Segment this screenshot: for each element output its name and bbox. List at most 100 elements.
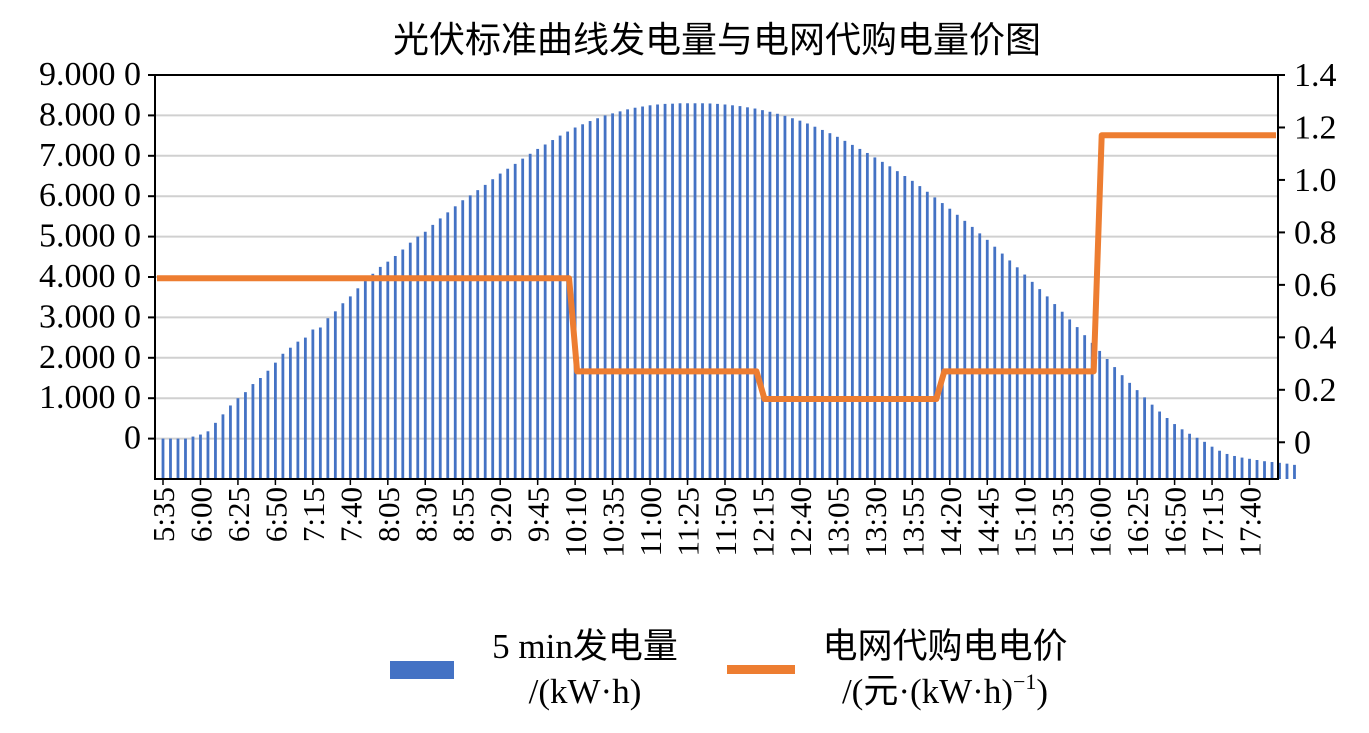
generation-bar	[925, 191, 929, 479]
generation-bar	[1083, 335, 1087, 479]
generation-bar	[798, 120, 802, 480]
generation-bar	[1030, 281, 1034, 479]
generation-bar	[873, 157, 877, 480]
left-tick-label: 8.000 0	[39, 96, 141, 133]
generation-bar	[993, 246, 997, 479]
generation-bar	[1293, 464, 1296, 479]
generation-bar	[686, 103, 689, 479]
generation-bar	[618, 111, 622, 480]
generation-bar	[1233, 455, 1236, 479]
generation-bar	[259, 378, 262, 479]
x-tick-label: 10:10	[558, 487, 593, 558]
price-line-series	[157, 132, 1276, 402]
generation-bar	[236, 398, 240, 479]
generation-bar	[1000, 253, 1004, 479]
generation-bar	[378, 266, 382, 479]
legend-unit-price: /(元·(kW·h)−1)	[842, 669, 1048, 711]
generation-bar	[723, 104, 727, 480]
legend-label-price: 电网代购电电价	[822, 627, 1067, 666]
generation-bar	[843, 140, 847, 479]
generation-bar	[663, 103, 667, 479]
generation-bar	[716, 103, 719, 479]
generation-bar	[821, 129, 824, 479]
generation-bar	[918, 186, 922, 479]
generation-bar	[356, 288, 360, 479]
generation-bar	[1188, 433, 1191, 479]
generation-bar	[813, 126, 817, 480]
generation-bar	[791, 118, 794, 479]
generation-bar	[963, 220, 967, 479]
generation-bar	[543, 144, 547, 480]
generation-bar	[296, 341, 300, 479]
generation-bar	[513, 163, 517, 479]
generation-bar	[491, 179, 495, 480]
x-tick-label: 6:50	[258, 487, 293, 542]
x-tick-label: 13:30	[858, 487, 893, 558]
right-tick-label: 1.0	[1294, 162, 1337, 199]
generation-bar	[1128, 382, 1132, 479]
generation-bar	[648, 105, 652, 480]
generation-bar	[1135, 390, 1139, 479]
right-tick-label: 0.4	[1294, 319, 1337, 356]
generation-bar	[401, 249, 405, 479]
generation-bar	[506, 168, 510, 480]
generation-bar	[288, 347, 292, 479]
generation-bar	[169, 438, 172, 479]
generation-bar	[521, 158, 525, 479]
generation-bar	[671, 103, 674, 480]
generation-bar	[274, 362, 277, 479]
legend-swatch-price	[727, 665, 795, 674]
generation-bar	[880, 161, 884, 480]
x-tick-label: 7:15	[296, 487, 331, 542]
generation-bar	[281, 353, 285, 479]
generation-bar	[573, 127, 577, 480]
legend-swatch-generation	[390, 661, 454, 679]
generation-bar	[978, 233, 982, 479]
generation-bar	[865, 152, 869, 479]
generation-bar	[1255, 460, 1259, 479]
generation-bar	[948, 208, 952, 479]
x-tick-label: 15:10	[1008, 487, 1043, 558]
generation-bar	[1240, 457, 1244, 479]
generation-bar	[476, 190, 480, 479]
x-tick-label: 12:15	[746, 487, 781, 558]
left-tick-label: 1.000 0	[39, 379, 141, 416]
generation-bar	[1210, 446, 1214, 479]
generation-bar	[1075, 327, 1079, 479]
generation-bar	[326, 318, 330, 479]
generation-bar	[244, 392, 247, 479]
generation-bar	[1053, 304, 1057, 479]
generation-bar	[970, 226, 974, 479]
generation-bar	[1173, 424, 1176, 479]
generation-bar	[806, 123, 809, 479]
legend-unit-price-close: )	[1036, 672, 1048, 711]
left-tick-label: 3.000 0	[39, 298, 141, 335]
generation-bar	[611, 113, 614, 479]
generation-bar	[701, 103, 704, 479]
x-tick-label: 16:00	[1083, 487, 1118, 558]
left-tick-label: 4.000 0	[39, 258, 141, 295]
generation-bar	[850, 144, 854, 479]
generation-bar	[746, 107, 749, 479]
generation-bar	[603, 115, 607, 480]
x-tick-label: 14:20	[933, 487, 968, 558]
generation-bar	[708, 103, 712, 479]
x-tick-label: 17:15	[1195, 487, 1230, 558]
generation-bar	[828, 133, 832, 479]
generation-bar	[783, 115, 787, 480]
x-tick-label: 13:05	[820, 487, 855, 558]
generation-bar	[498, 173, 502, 479]
generation-bar	[1038, 289, 1042, 479]
generation-bar	[633, 107, 637, 479]
generation-bar	[303, 337, 307, 479]
generation-bar	[1180, 429, 1184, 479]
generation-bar	[341, 303, 345, 479]
x-tick-label: 8:30	[408, 487, 443, 542]
x-tick-label: 8:55	[446, 487, 481, 542]
generation-bar	[1150, 404, 1154, 479]
generation-bar	[933, 197, 937, 479]
x-tick-label: 12:40	[783, 487, 818, 558]
generation-bar	[184, 438, 187, 479]
generation-bar	[1143, 397, 1147, 479]
